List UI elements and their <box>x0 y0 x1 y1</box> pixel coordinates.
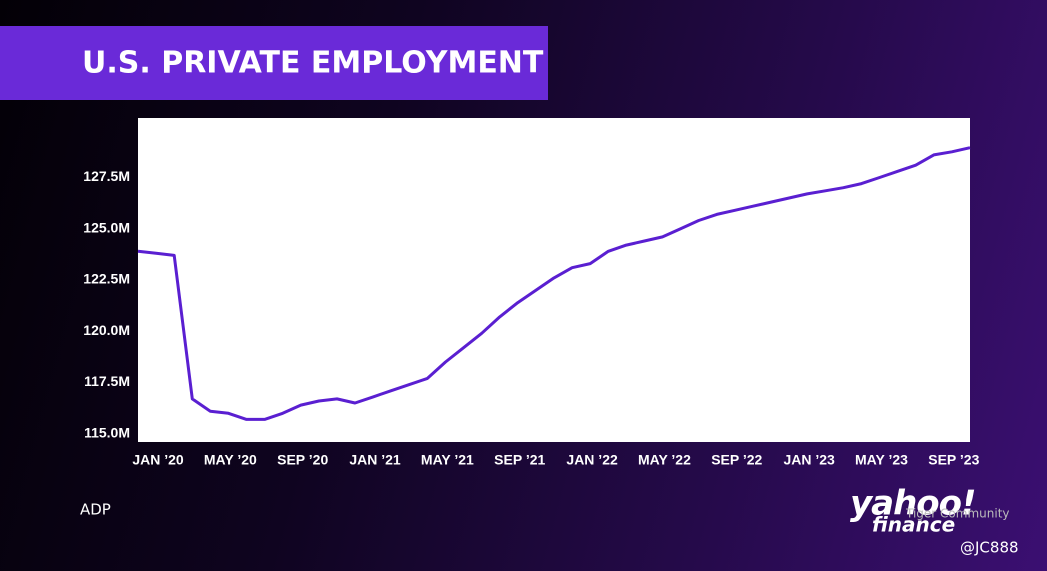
x-tick-label: MAY ’22 <box>638 452 691 468</box>
plot-area <box>138 118 970 442</box>
y-tick-label: 122.5M <box>83 271 130 287</box>
line <box>137 146 971 421</box>
x-tick-label: MAY ’23 <box>855 452 908 468</box>
y-tick-label: 125.0M <box>83 219 130 235</box>
source: ADP <box>80 501 111 519</box>
logo: finance <box>872 513 955 537</box>
title-banner <box>0 26 548 100</box>
x-tick-label: JAN ’22 <box>566 452 618 468</box>
x-tick-label: SEP ’21 <box>494 452 545 468</box>
x-tick-label: JAN ’20 <box>132 452 184 468</box>
y-tick-label: 115.0M <box>84 425 130 441</box>
chart-title: U.S. PRIVATE EMPLOYMENT <box>82 46 544 81</box>
y-tick-label: 120.0M <box>83 322 130 338</box>
x-tick-label: MAY ’21 <box>421 452 474 468</box>
x-tick-label: SEP ’20 <box>277 452 328 468</box>
x-tick-label: MAY ’20 <box>204 452 257 468</box>
y-tick-label: 127.5M <box>83 168 130 184</box>
x-tick-label: SEP ’22 <box>711 452 762 468</box>
x-tick-label: JAN ’23 <box>783 452 835 468</box>
y-tick-label: 117.5M <box>84 373 130 389</box>
watermark: Tiger Community <box>905 507 1010 521</box>
x-tick-label: SEP ’23 <box>928 452 979 468</box>
handle: @JC888 <box>960 539 1019 557</box>
x-tick-label: JAN ’21 <box>349 452 401 468</box>
logo: yahoo! <box>850 484 976 524</box>
